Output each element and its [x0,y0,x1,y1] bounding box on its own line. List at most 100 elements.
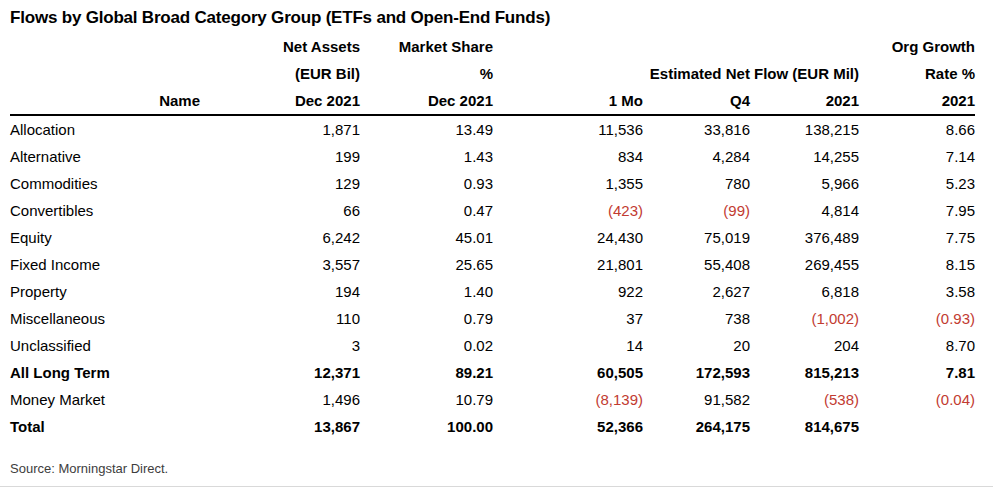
table-cell: 7.95 [859,197,975,224]
table-row: Total 13,867100.0052,366264,175814,675 [10,413,975,440]
table-cell: 14,255 [750,143,859,170]
page-title: Flows by Global Broad Category Group (ET… [10,8,975,28]
header-spacer [10,33,200,60]
table-cell: 8.70 [859,332,975,359]
table-cell: 1.43 [360,143,493,170]
table-cell: 110 [200,305,360,332]
header-net-assets-unit: (EUR Bil) [200,60,360,87]
header-flow-2021: 2021 [750,87,859,115]
table-cell: 814,675 [750,413,859,440]
table-cell: 11,536 [493,115,643,143]
table-cell: 89.21 [360,359,493,386]
table-cell: 1.40 [360,278,493,305]
table-row: Commodities 1290.931,3557805,9665.23 [10,170,975,197]
table-cell: 8.66 [859,115,975,143]
table-cell: 0.79 [360,305,493,332]
table-row: Money Market 1,49610.79(8,139)91,582(538… [10,386,975,413]
report-exhibit: Flows by Global Broad Category Group (ET… [0,0,993,476]
table-row: Allocation 1,87113.4911,53633,816138,215… [10,115,975,143]
header-market-share-date: Dec 2021 [360,87,493,115]
table-cell: 13.49 [360,115,493,143]
row-name: Total [10,413,200,440]
table-cell: 194 [200,278,360,305]
table-cell: (99) [643,197,750,224]
table-cell: 3.58 [859,278,975,305]
table-cell: 1,355 [493,170,643,197]
row-name: Fixed Income [10,251,200,278]
header-org-growth: Org Growth [859,33,975,60]
header-flow-q4: Q4 [643,87,750,115]
table-cell: 21,801 [493,251,643,278]
header-name: Name [10,87,200,115]
row-name: Allocation [10,115,200,143]
table-cell: 100.00 [360,413,493,440]
header-row-3: Name Dec 2021 Dec 2021 1 Mo Q4 2021 2021 [10,87,975,115]
table-cell: 25.65 [360,251,493,278]
table-cell: 37 [493,305,643,332]
table-cell: 5.23 [859,170,975,197]
row-name: Money Market [10,386,200,413]
table-cell: 1,871 [200,115,360,143]
header-flow-group: Estimated Net Flow (EUR Mil) [493,33,859,87]
row-name: Commodities [10,170,200,197]
header-org-growth-date: 2021 [859,87,975,115]
table-cell: 815,213 [750,359,859,386]
table-row: Miscellaneous 1100.7937738(1,002)(0.93) [10,305,975,332]
table-cell: 0.47 [360,197,493,224]
header-flow-1mo: 1 Mo [493,87,643,115]
table-cell: 5,966 [750,170,859,197]
table-cell: 7.75 [859,224,975,251]
table-cell: 33,816 [643,115,750,143]
table-cell: 4,814 [750,197,859,224]
table-cell: 199 [200,143,360,170]
table-cell: (423) [493,197,643,224]
table-row: Equity 6,24245.0124,43075,019376,4897.75 [10,224,975,251]
table-cell: 14 [493,332,643,359]
table-body: Allocation 1,87113.4911,53633,816138,215… [10,115,975,440]
row-name: Convertibles [10,197,200,224]
header-net-assets-date: Dec 2021 [200,87,360,115]
source-note: Source: Morningstar Direct. [10,461,975,476]
row-name: All Long Term [10,359,200,386]
header-spacer [10,60,200,87]
table-cell: 172,593 [643,359,750,386]
table-cell: 738 [643,305,750,332]
table-row: Unclassified 30.0214202048.70 [10,332,975,359]
table-cell: 6,818 [750,278,859,305]
table-row: Alternative 1991.438344,28414,2557.14 [10,143,975,170]
table-cell: (538) [750,386,859,413]
table-cell: 7.81 [859,359,975,386]
table-cell: 3 [200,332,360,359]
header-row-1: Net Assets Market Share Estimated Net Fl… [10,33,975,60]
flows-table: Net Assets Market Share Estimated Net Fl… [10,33,975,440]
table-cell: 7.14 [859,143,975,170]
table-row: Property 1941.409222,6276,8183.58 [10,278,975,305]
table-cell: 12,371 [200,359,360,386]
table-cell: 24,430 [493,224,643,251]
row-name: Miscellaneous [10,305,200,332]
table-cell: 138,215 [750,115,859,143]
table-cell: 45.01 [360,224,493,251]
table-cell: 10.79 [360,386,493,413]
table-cell: 8.15 [859,251,975,278]
table-cell: 0.02 [360,332,493,359]
table-row: All Long Term 12,37189.2160,505172,59381… [10,359,975,386]
table-cell: 66 [200,197,360,224]
table-cell: 834 [493,143,643,170]
table-cell: 0.93 [360,170,493,197]
table-cell: 75,019 [643,224,750,251]
header-market-share: Market Share [360,33,493,60]
table-row: Fixed Income 3,55725.6521,80155,408269,4… [10,251,975,278]
table-header: Net Assets Market Share Estimated Net Fl… [10,33,975,115]
table-cell: 1,496 [200,386,360,413]
table-cell: 4,284 [643,143,750,170]
table-cell: (0.93) [859,305,975,332]
table-cell: (0.04) [859,386,975,413]
row-name: Alternative [10,143,200,170]
table-cell: 13,867 [200,413,360,440]
table-cell [859,413,975,440]
table-cell: 269,455 [750,251,859,278]
table-cell: 60,505 [493,359,643,386]
table-cell: 6,242 [200,224,360,251]
header-org-growth-unit: Rate % [859,60,975,87]
